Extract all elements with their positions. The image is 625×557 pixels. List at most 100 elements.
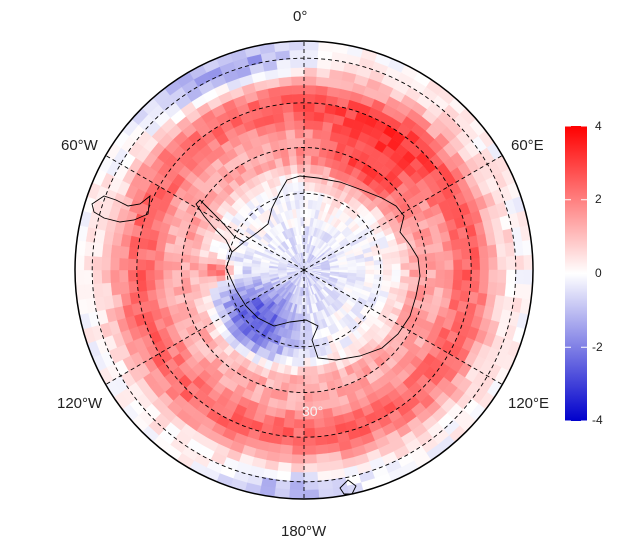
meridian-line — [303, 155, 503, 271]
field-cell — [288, 155, 298, 166]
field-cell — [119, 245, 130, 259]
colorbar-tick-4: 4 — [595, 119, 602, 133]
field-cell — [505, 269, 516, 285]
colorbar-tick-0: 0 — [595, 266, 602, 280]
anomaly-field — [75, 41, 533, 499]
field-cell — [289, 471, 305, 482]
field-cell — [295, 137, 305, 148]
field-cell — [313, 111, 325, 122]
field-cell — [460, 247, 472, 260]
field-cell — [339, 266, 349, 271]
field-cell — [488, 269, 499, 283]
field-cell — [303, 322, 309, 332]
field-cell — [291, 454, 305, 465]
field-cell — [127, 280, 139, 294]
field-cell — [426, 277, 437, 288]
field-cell — [441, 240, 453, 252]
field-cell — [399, 255, 410, 264]
field-cell — [92, 269, 103, 285]
field-cell — [409, 262, 419, 271]
field-cell — [461, 269, 472, 282]
field-cell — [303, 75, 317, 86]
field-cell — [285, 400, 296, 411]
field-cell — [145, 259, 155, 271]
field-cell — [286, 137, 297, 148]
field-cell — [281, 156, 291, 167]
field-cell — [189, 254, 200, 264]
field-cell — [101, 243, 113, 258]
label-60w: 60°W — [61, 137, 98, 154]
field-cell — [426, 252, 437, 263]
label-180w: 180°W — [281, 523, 327, 540]
field-cell — [290, 463, 305, 473]
field-cell — [303, 313, 308, 324]
field-cell — [215, 269, 226, 277]
field-cell — [276, 58, 292, 70]
field-cell — [293, 120, 305, 130]
field-cell — [303, 348, 311, 359]
colorbar-tick-minus2: -2 — [592, 340, 603, 354]
field-cell — [495, 282, 507, 297]
field-cell — [268, 269, 278, 273]
field-cell — [303, 419, 315, 429]
field-cell — [303, 427, 316, 438]
field-cell — [303, 41, 320, 51]
field-cell — [374, 264, 384, 271]
field-cell — [277, 138, 289, 150]
field-cell — [374, 269, 384, 276]
field-cell — [289, 480, 305, 491]
field-cell — [303, 67, 318, 77]
field-cell — [317, 373, 327, 384]
field-cell — [136, 247, 148, 260]
south-america-tip — [91, 194, 151, 223]
field-cell — [154, 269, 164, 281]
field-cell — [303, 155, 312, 165]
field-cell — [303, 471, 319, 482]
field-cell — [136, 280, 148, 293]
field-cell — [154, 259, 164, 271]
field-cell — [310, 365, 319, 376]
field-cell — [303, 49, 319, 60]
field-cell — [452, 249, 463, 261]
field-cell — [215, 263, 226, 271]
field-cell — [487, 244, 498, 259]
field-cell — [281, 102, 294, 114]
field-cell — [162, 269, 173, 280]
field-cell — [303, 137, 313, 148]
field-cell — [294, 128, 305, 139]
field-cell — [303, 480, 319, 491]
field-cell — [426, 269, 437, 279]
field-cell — [207, 275, 217, 283]
field-cell — [504, 242, 516, 258]
field-cell — [293, 190, 300, 201]
field-cell — [155, 240, 167, 252]
field-cell — [303, 181, 311, 192]
field-cell — [274, 121, 286, 133]
field-cell — [284, 409, 296, 420]
field-cell — [308, 348, 316, 359]
field-cell — [322, 407, 334, 419]
field-cell — [118, 257, 129, 271]
field-cell — [303, 357, 311, 368]
field-cell — [434, 251, 445, 262]
field-cell — [310, 374, 320, 385]
field-cell — [382, 269, 393, 277]
field-cell — [118, 269, 129, 283]
field-cell — [291, 84, 305, 95]
field-cell — [279, 444, 293, 455]
field-cell — [316, 461, 331, 473]
field-cell — [110, 244, 121, 259]
field-cell — [478, 281, 489, 295]
field-cell — [435, 260, 446, 271]
field-cell — [310, 155, 320, 166]
field-cell — [292, 93, 305, 104]
field-cell — [303, 445, 317, 456]
field-cell — [443, 250, 454, 262]
field-cell — [523, 269, 533, 286]
field-cell — [291, 445, 305, 456]
field-cell — [303, 172, 311, 183]
field-cell — [312, 120, 324, 131]
field-cell — [296, 375, 305, 385]
field-cell — [365, 265, 375, 271]
